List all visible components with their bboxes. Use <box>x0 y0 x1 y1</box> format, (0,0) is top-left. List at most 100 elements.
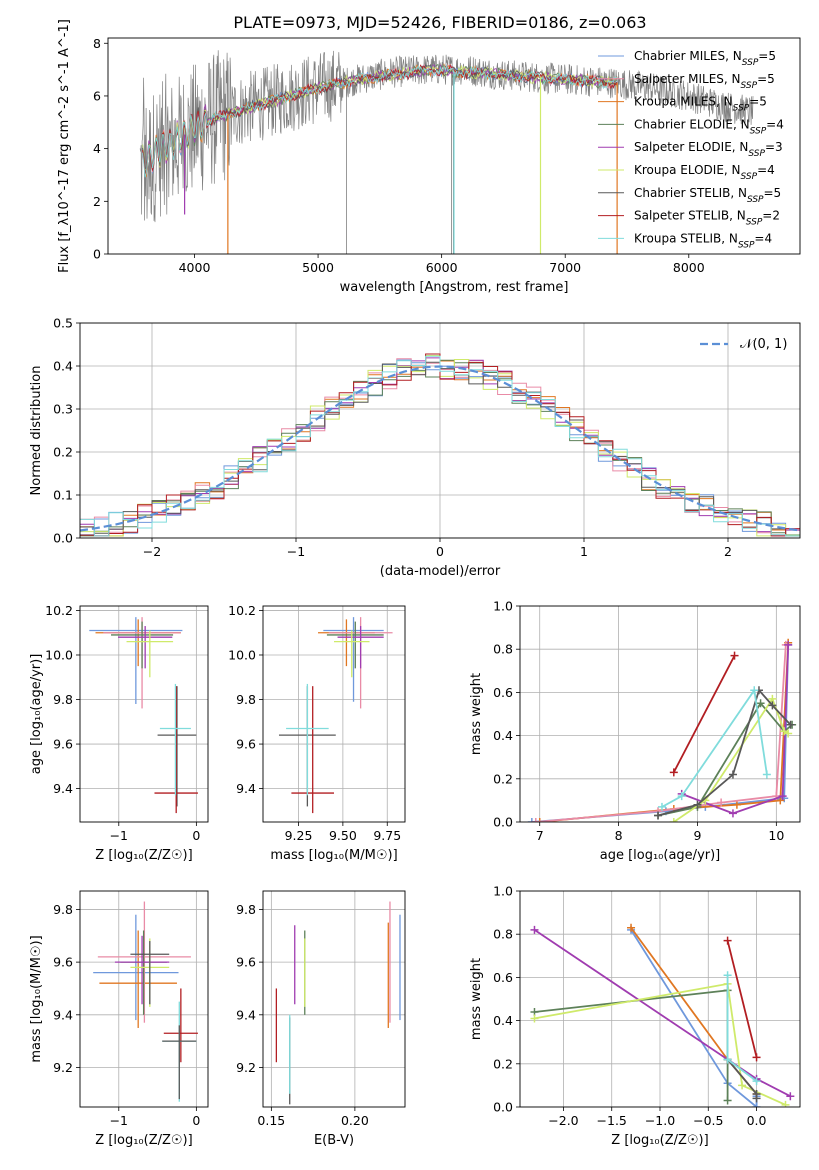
weight-marker <box>738 1081 747 1090</box>
axes-frame <box>519 605 801 823</box>
axes-frame <box>79 322 801 539</box>
y-tick-label: 9.4 <box>236 781 256 796</box>
x-axis-label: Z [log₁₀(Z/Z☉)] <box>611 1133 708 1148</box>
weight-marker <box>756 699 765 708</box>
y-tick-label: 0.4 <box>53 359 73 374</box>
y-tick-label: 0.2 <box>493 1056 513 1071</box>
x-tick-label: 0 <box>192 828 200 843</box>
x-tick-label: 4000 <box>179 260 211 275</box>
y-tick-label: 9.2 <box>53 1060 73 1075</box>
panel-massweight-vs-Z: −2.0 −1.5 −1.0 −0.5 0.0 0.0 0.2 0.4 0.6 0.8 1.0 Z [… <box>469 884 801 1148</box>
figure-title: PLATE=0973, MJD=52426, FIBERID=0186, z=0… <box>233 13 646 32</box>
weight-marker <box>784 729 793 738</box>
panel-mass-vs-Z: −1 0 9.2 9.4 9.6 9.8 Z [log₁₀(Z/Z☉)] mass [log₁… <box>29 890 209 1148</box>
y-axis-label: Normed distribution <box>29 366 44 496</box>
x-tick-label: 7 <box>536 828 544 843</box>
y-tick-label: 0.4 <box>493 1013 513 1028</box>
x-tick-label: 0.20 <box>341 1113 369 1128</box>
legend-label: Chabrier ELODIE, NSSP=4 <box>634 117 784 136</box>
model-line-8 <box>142 64 618 178</box>
legend-label: Kroupa STELIB, NSSP=4 <box>634 231 772 250</box>
y-tick-label: 0.6 <box>493 685 513 700</box>
y-tick-label: 9.4 <box>53 781 73 796</box>
y-tick-label: 9.6 <box>53 737 73 752</box>
weight-marker <box>786 720 795 729</box>
y-tick-label: 10.2 <box>228 603 256 618</box>
x-tick-label: 10 <box>768 828 784 843</box>
x-tick-label: 9.50 <box>329 828 357 843</box>
y-tick-label: 10.2 <box>45 603 73 618</box>
axes-frame <box>519 890 801 1108</box>
x-axis-label: wavelength [Angstrom, rest frame] <box>340 280 569 295</box>
model-line-4 <box>142 63 618 172</box>
axes-frame <box>262 890 406 1108</box>
legend-label: Kroupa MILES, NSSP=5 <box>634 95 767 114</box>
weight-line-7 <box>673 655 736 773</box>
weight-line-6 <box>726 940 758 1058</box>
y-tick-label: 0.8 <box>493 927 513 942</box>
y-tick-label: 4 <box>93 141 101 156</box>
weight-line-1 <box>630 927 758 1095</box>
y-tick-label: 0 <box>93 247 101 262</box>
y-axis-label: Flux [f_λ10^-17 erg cm^-2 s^-1 A^-1] <box>57 19 72 273</box>
x-tick-label: −1.5 <box>597 1113 627 1128</box>
y-tick-label: 10.0 <box>45 647 73 662</box>
panel-spectrum: 4000 5000 6000 7000 8000 0 2 4 6 8 wavelength [Ang… <box>57 19 801 295</box>
y-tick-label: 9.6 <box>236 737 256 752</box>
x-axis-label: E(B-V) <box>314 1133 354 1148</box>
x-tick-label: 0.0 <box>747 1113 767 1128</box>
observed-spectrum-line <box>139 50 754 223</box>
y-tick-label: 0.6 <box>493 970 513 985</box>
weight-line-2 <box>535 644 787 822</box>
plot-area <box>263 891 405 1107</box>
y-tick-label: 9.8 <box>53 692 73 707</box>
y-tick-label: 0.5 <box>53 316 73 331</box>
weight-marker <box>732 800 741 809</box>
y-axis-label: age [log₁₀(age/yr)] <box>29 654 44 775</box>
x-tick-label: 2 <box>724 544 732 559</box>
x-tick-label: 7000 <box>549 260 581 275</box>
weight-marker <box>669 768 678 777</box>
y-tick-label: 0.4 <box>493 728 513 743</box>
plot-area <box>80 891 208 1107</box>
weight-marker <box>535 818 544 822</box>
x-axis-label: (data-model)/error <box>380 564 501 579</box>
histogram-8 <box>80 355 800 537</box>
x-tick-label: 8 <box>615 828 623 843</box>
weight-marker <box>784 640 793 649</box>
weight-marker <box>527 818 536 822</box>
x-tick-label: −1 <box>287 544 305 559</box>
weight-line-6 <box>657 688 792 817</box>
weight-marker <box>768 701 777 710</box>
plot-area <box>80 606 208 822</box>
legend-label: Salpeter ELODIE, NSSP=3 <box>634 140 783 159</box>
y-tick-label: 2 <box>93 194 101 209</box>
weight-marker <box>752 1077 761 1086</box>
axes-frame <box>262 605 406 823</box>
x-tick-label: 9 <box>693 828 701 843</box>
x-axis-label: Z [log₁₀(Z/Z☉)] <box>95 848 192 863</box>
y-tick-label: 9.8 <box>236 692 256 707</box>
weight-marker <box>723 1055 732 1064</box>
weight-marker <box>786 1092 795 1101</box>
y-tick-label: 0.8 <box>493 642 513 657</box>
plot-area <box>263 606 405 822</box>
weight-marker <box>531 818 540 822</box>
model-line-6 <box>142 63 618 171</box>
weight-marker <box>723 971 732 980</box>
plot-area <box>139 50 754 254</box>
legend-label: Salpeter STELIB, NSSP=2 <box>634 209 780 228</box>
weight-marker <box>627 923 636 932</box>
y-tick-label: 9.2 <box>236 1060 256 1075</box>
plot-area <box>520 606 800 822</box>
weight-marker <box>723 1096 732 1105</box>
x-tick-label: 0 <box>436 544 444 559</box>
y-tick-label: 0.0 <box>493 1100 513 1115</box>
x-tick-label: 8000 <box>673 260 705 275</box>
y-tick-label: 0.2 <box>53 445 73 460</box>
legend-label: Kroupa ELODIE, NSSP=4 <box>634 163 775 182</box>
axes-frame <box>79 890 209 1108</box>
plot-area <box>520 891 800 1107</box>
weight-marker <box>728 809 737 818</box>
